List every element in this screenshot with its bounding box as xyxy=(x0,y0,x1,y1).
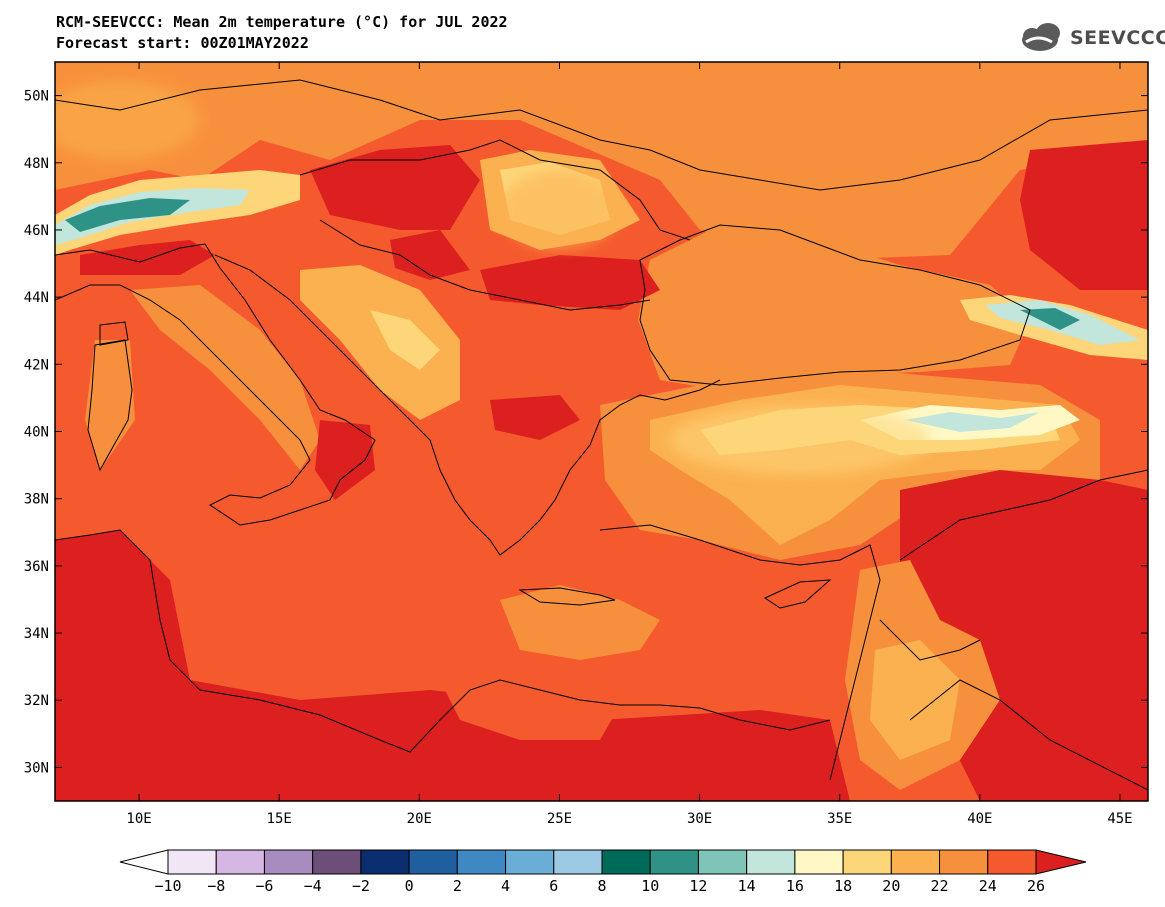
colorbar-label: 24 xyxy=(979,877,997,895)
lat-tick-label: 38N xyxy=(24,492,49,508)
colorbar-bin xyxy=(649,849,699,875)
axis-ticks: 10E 15E 20E 25E 30E 35E 40E 45E 30N 32N 34N 36N 38N 4… xyxy=(24,62,1148,827)
lon-tick-label: 40E xyxy=(967,811,992,827)
lon-tick-label: 15E xyxy=(267,811,292,827)
lat-tick-label: 46N xyxy=(24,223,49,239)
lat-tick-label: 40N xyxy=(24,425,49,441)
colorbar-above-max xyxy=(1035,849,1087,875)
colorbar-bin xyxy=(505,849,555,875)
colorbar-bin xyxy=(601,849,651,875)
cloud-logo-icon xyxy=(1022,23,1060,51)
colorbar-label: 18 xyxy=(834,877,852,895)
colorbar-label: −10 xyxy=(154,877,181,895)
colorbar-label: 6 xyxy=(549,877,558,895)
colorbar-label: 2 xyxy=(453,877,462,895)
colorbar-label: 12 xyxy=(689,877,707,895)
lat-tick-label: 34N xyxy=(24,626,49,642)
title-line-2: Forecast start: 00Z01MAY2022 xyxy=(56,34,309,52)
colorbar-label: −6 xyxy=(255,877,273,895)
colorbar-bin xyxy=(215,849,265,875)
colorbar-below-min xyxy=(119,849,169,875)
colorbar-label: 26 xyxy=(1027,877,1045,895)
colorbar-bin xyxy=(697,849,748,875)
lon-tick-label: 30E xyxy=(687,811,712,827)
temperature-field xyxy=(55,62,1148,801)
lon-tick-label: 20E xyxy=(407,811,432,827)
colorbar: −10 −8 −6 −4 −2 0 2 4 6 8 10 12 14 16 18 20 22 24 26 xyxy=(119,849,1087,895)
coastlines xyxy=(55,79,1148,791)
colorbar-label: 16 xyxy=(786,877,804,895)
colorbar-label: 4 xyxy=(501,877,510,895)
colorbar-label: 20 xyxy=(882,877,900,895)
lat-tick-label: 36N xyxy=(24,559,49,575)
colorbar-label: 22 xyxy=(931,877,949,895)
colorbar-bin xyxy=(794,849,844,875)
colorbar-label: 8 xyxy=(597,877,606,895)
colorbar-bin xyxy=(312,849,362,875)
colorbar-bin xyxy=(890,849,941,875)
colorbar-bin xyxy=(408,849,458,875)
lat-tick-label: 50N xyxy=(24,89,49,105)
colorbar-bin xyxy=(939,849,989,875)
colorbar-bin xyxy=(553,849,603,875)
colorbar-label: −2 xyxy=(352,877,370,895)
colorbar-bin xyxy=(987,849,1037,875)
colorbar-label: 14 xyxy=(738,877,756,895)
lat-tick-label: 42N xyxy=(24,357,49,373)
colorbar-label: 10 xyxy=(641,877,659,895)
colorbar-label: −8 xyxy=(207,877,225,895)
lon-tick-label: 35E xyxy=(827,811,852,827)
colorbar-bin xyxy=(746,849,796,875)
colorbar-bin xyxy=(842,849,892,875)
lat-tick-label: 44N xyxy=(24,290,49,306)
lon-tick-label: 25E xyxy=(547,811,572,827)
colorbar-bin xyxy=(167,849,217,875)
lon-tick-label: 10E xyxy=(126,811,151,827)
colorbar-bin xyxy=(360,849,410,875)
lat-tick-label: 32N xyxy=(24,693,49,709)
map-title: RCM-SEEVCCC: Mean 2m temperature (°C) fo… xyxy=(56,12,508,54)
lat-tick-label: 48N xyxy=(24,156,49,172)
colorbar-label: 0 xyxy=(405,877,414,895)
title-line-1: RCM-SEEVCCC: Mean 2m temperature (°C) fo… xyxy=(56,13,508,31)
colorbar-bin xyxy=(263,849,314,875)
lat-tick-label: 30N xyxy=(24,760,49,776)
colorbar-label: −4 xyxy=(304,877,322,895)
colorbar-bin xyxy=(456,849,507,875)
lon-tick-label: 45E xyxy=(1107,811,1132,827)
logo-text: SEEVCCC xyxy=(1070,27,1165,49)
